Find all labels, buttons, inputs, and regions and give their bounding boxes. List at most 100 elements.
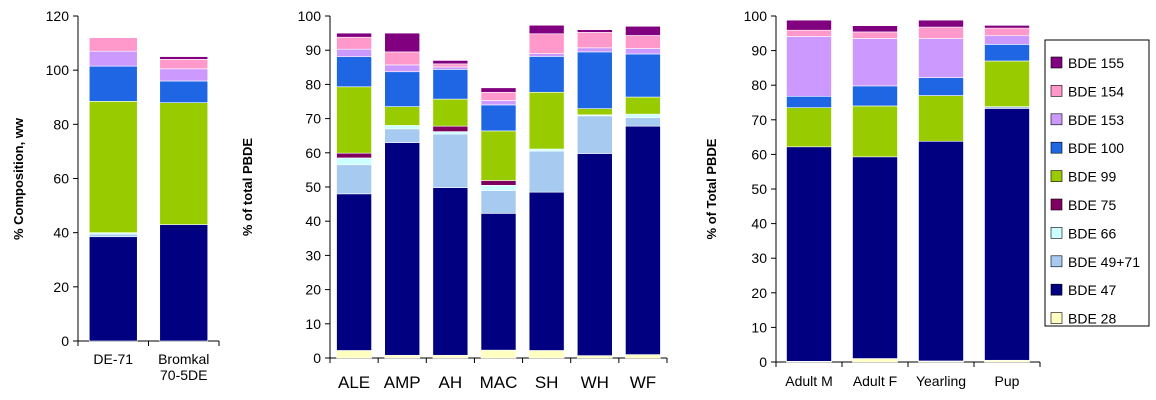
legend-label: BDE 154 bbox=[1068, 83, 1124, 99]
y-tick-label: 100 bbox=[744, 8, 768, 24]
bar-segment-bde-49-71 bbox=[336, 164, 372, 195]
bar-segment-bde-49-71 bbox=[528, 150, 565, 193]
bar-segment-bde-99 bbox=[384, 106, 421, 126]
chart-panel-3: 0 10 20 30 40 50 60 70 80 90 100 % of Total PBDE Adu… bbox=[704, 8, 1041, 389]
bar-segment-bde-153 bbox=[88, 50, 138, 67]
bar-segment-bde-154 bbox=[384, 51, 421, 66]
bar-segment-bde-47 bbox=[528, 191, 565, 351]
y-tick-label: 70 bbox=[305, 111, 321, 127]
y-tick-label: 80 bbox=[53, 116, 69, 132]
bar-segment-bde-66 bbox=[384, 125, 421, 130]
bar-segment-bde-47 bbox=[852, 156, 898, 359]
legend-swatch bbox=[1050, 113, 1063, 126]
bar-segment-bde-155 bbox=[384, 32, 421, 53]
bar-segment-bde-49-71 bbox=[384, 128, 421, 143]
bar-segment-bde-153 bbox=[336, 48, 372, 57]
bar-segment-bde-99 bbox=[159, 102, 209, 225]
bar-segment-bde-100 bbox=[432, 69, 469, 100]
bar-segment-bde-47 bbox=[625, 125, 661, 355]
category-label: ALE bbox=[338, 373, 370, 392]
bar-segment-bde-155 bbox=[528, 24, 565, 35]
bar-segment-bde-153 bbox=[852, 38, 898, 87]
bar-segment-bde-155 bbox=[852, 25, 898, 33]
category-label: AH bbox=[439, 373, 463, 392]
bar-segment-bde-99 bbox=[336, 86, 372, 154]
bar-segment-bde-47 bbox=[432, 187, 469, 356]
bar-segment-bde-100 bbox=[480, 104, 517, 132]
bar-segment-bde-66 bbox=[528, 148, 565, 152]
y-tick-label: 40 bbox=[751, 216, 767, 232]
y-tick-label: 60 bbox=[751, 146, 767, 162]
y-tick-label: 50 bbox=[751, 181, 767, 197]
y-tick-label: 90 bbox=[751, 43, 767, 59]
y-tick-label: 10 bbox=[751, 319, 767, 335]
category-label: MAC bbox=[480, 373, 518, 392]
legend-swatch bbox=[1050, 255, 1063, 268]
category-label: Adult M bbox=[785, 373, 832, 389]
category-label: SH bbox=[535, 373, 559, 392]
bar-segment-bde-155 bbox=[786, 19, 832, 31]
bar-segment-bde-47 bbox=[336, 193, 372, 351]
legend-swatch bbox=[1050, 56, 1063, 69]
legend-label: BDE 49+71 bbox=[1068, 254, 1140, 270]
category-label: AMP bbox=[384, 373, 421, 392]
y-tick-label: 0 bbox=[759, 354, 767, 370]
legend-label: BDE 155 bbox=[1068, 55, 1124, 71]
bar-segment-bde-49-71 bbox=[432, 133, 469, 188]
bar-segment-bde-155 bbox=[432, 60, 469, 65]
bar-segment-bde-49-71 bbox=[88, 233, 138, 238]
bar-segment-bde-75 bbox=[432, 125, 469, 132]
bar-segment-bde-100 bbox=[918, 77, 964, 96]
bar-segment-bde-155 bbox=[576, 29, 613, 33]
bar-segment-bde-47 bbox=[159, 224, 209, 342]
bar-segment-bde-100 bbox=[528, 56, 565, 93]
bar-segment-bde-66 bbox=[432, 131, 469, 135]
legend-label: BDE 100 bbox=[1068, 140, 1124, 156]
category-label: WH bbox=[581, 373, 609, 392]
bar-segment-bde-47 bbox=[88, 236, 138, 342]
bar-segment-bde-153 bbox=[432, 66, 469, 70]
y-tick-label: 120 bbox=[46, 8, 70, 24]
bar-segment-bde-99 bbox=[984, 60, 1030, 107]
bar-segment-bde-154 bbox=[918, 26, 964, 39]
legend-swatch bbox=[1050, 227, 1063, 239]
bar-segment-bde-154 bbox=[984, 27, 1030, 37]
bar-segment-bde-100 bbox=[336, 56, 372, 88]
bar-segment-bde-99 bbox=[528, 91, 565, 150]
category-label: 70-5DE bbox=[160, 367, 207, 383]
chart-panel-2: 0 10 20 30 40 50 60 70 80 90 100 % of total PBDE ALE… bbox=[240, 8, 668, 392]
legend-label: BDE 66 bbox=[1068, 225, 1116, 241]
bar-segment-bde-47 bbox=[384, 142, 421, 356]
bar-segment-bde-99 bbox=[432, 98, 469, 127]
bar-segment-bde-66 bbox=[625, 113, 661, 118]
bar-segment-bde-154 bbox=[786, 29, 832, 37]
y-tick-label: 20 bbox=[751, 285, 767, 301]
bar-segment-bde-154 bbox=[625, 35, 661, 49]
bar-segment-bde-99 bbox=[786, 107, 832, 148]
bar-segment-bde-100 bbox=[786, 95, 832, 108]
bar-segment-bde-153 bbox=[528, 53, 565, 57]
bar-segment-bde-28 bbox=[336, 350, 372, 359]
bar-segment-bde-153 bbox=[984, 35, 1030, 45]
y-tick-label: 60 bbox=[53, 171, 69, 187]
category-label: Adult F bbox=[853, 373, 897, 389]
legend: BDE 155 BDE 154 BDE 153 BDE 100 BDE 99 BDE 75… bbox=[1044, 39, 1150, 327]
legend-swatch bbox=[1050, 312, 1063, 324]
y-tick-label: 0 bbox=[61, 333, 69, 349]
bar-segment-bde-154 bbox=[432, 63, 469, 68]
bar-segment-bde-75 bbox=[336, 152, 372, 159]
y-axis-label: % of Total PBDE bbox=[704, 138, 719, 239]
bar-segment-bde-154 bbox=[528, 33, 565, 54]
legend-label: BDE 47 bbox=[1068, 282, 1116, 298]
legend-label: BDE 28 bbox=[1068, 311, 1116, 327]
bar-segment-bde-153 bbox=[480, 100, 517, 106]
y-tick-label: 30 bbox=[751, 250, 767, 266]
legend-box bbox=[1044, 39, 1150, 327]
bar-segment-bde-154 bbox=[576, 32, 613, 49]
bar-segment-bde-99 bbox=[918, 95, 964, 142]
bar-segment-bde-154 bbox=[88, 37, 138, 52]
bar-segment-bde-47 bbox=[918, 140, 964, 362]
bar-segment-bde-99 bbox=[852, 105, 898, 158]
y-tick-label: 40 bbox=[53, 225, 69, 241]
bar-segment-bde-153 bbox=[159, 68, 209, 82]
